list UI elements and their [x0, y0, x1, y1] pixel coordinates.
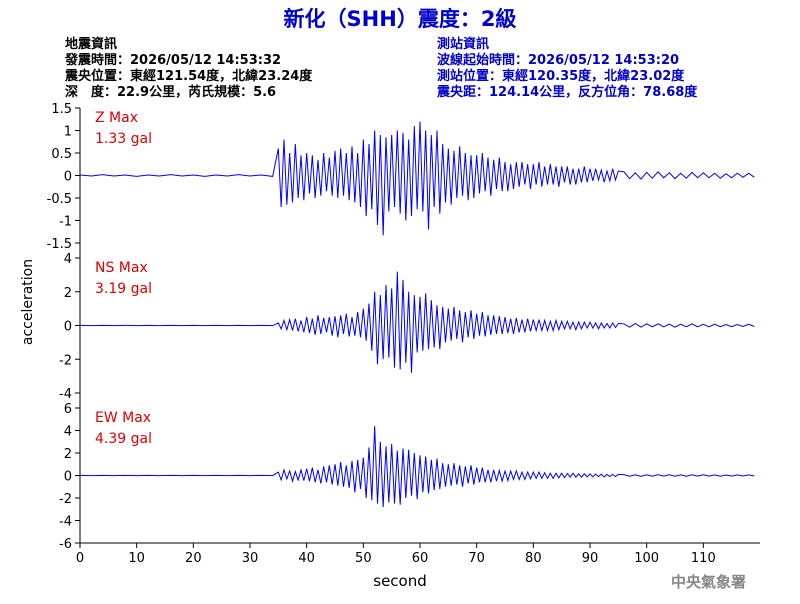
info-left: 發震時間：2026/05/12 14:53:32 — [64, 52, 281, 68]
y-tick-label: -0.5 — [47, 192, 72, 207]
x-tick-label: 20 — [185, 551, 202, 566]
series-max: 1.33 gal — [95, 131, 152, 147]
series-max: 3.19 gal — [95, 281, 152, 297]
waveform — [79, 271, 755, 373]
x-tick-label: 10 — [128, 551, 145, 566]
x-tick-label: 90 — [582, 551, 599, 566]
series-max: 4.39 gal — [95, 431, 152, 447]
y-tick-label: 6 — [64, 402, 72, 417]
info-right: 測站位置：東經120.35度，北緯23.02度 — [437, 68, 685, 84]
y-tick-label: -4 — [59, 387, 72, 402]
y-tick-label: 4 — [64, 252, 72, 267]
x-tick-label: 30 — [242, 551, 259, 566]
x-tick-label: 50 — [355, 551, 372, 566]
info-right: 測站資訊 — [437, 36, 489, 52]
x-tick-label: 0 — [76, 551, 84, 566]
y-tick-label: 1.5 — [51, 102, 72, 117]
footer: 中央氣象署 — [671, 573, 746, 591]
series-name: EW Max — [95, 410, 151, 426]
chart-title: 新化（SHH）震度：2級 — [284, 7, 517, 31]
y-tick-label: 4 — [64, 425, 72, 440]
y-tick-label: 0 — [64, 170, 72, 185]
info-left: 深 度：22.9公里，芮氏規模：5.6 — [65, 84, 276, 100]
x-tick-label: 60 — [412, 551, 429, 566]
y-tick-label: 0 — [64, 470, 72, 485]
y-tick-label: 0 — [64, 320, 72, 335]
x-tick-label: 40 — [298, 551, 315, 566]
series-name: Z Max — [95, 110, 138, 126]
x-axis-label: second — [373, 572, 427, 590]
y-tick-label: 0.5 — [51, 147, 72, 162]
info-right: 震央距：124.14公里，反方位角：78.68度 — [436, 84, 698, 100]
y-tick-label: -2 — [59, 353, 72, 368]
y-axis-label: acceleration — [20, 259, 36, 345]
waveform — [79, 426, 755, 508]
x-tick-label: 100 — [634, 551, 659, 566]
y-tick-label: -6 — [59, 537, 72, 552]
y-tick-label: 2 — [64, 447, 72, 462]
y-tick-label: -4 — [59, 515, 72, 530]
y-tick-label: -1.5 — [47, 237, 72, 252]
y-tick-label: 1 — [64, 125, 72, 140]
info-left: 震央位置：東經121.54度，北緯23.24度 — [64, 68, 313, 84]
x-tick-label: 110 — [691, 551, 716, 566]
info-left: 地震資訊 — [65, 36, 117, 52]
x-tick-label: 80 — [525, 551, 542, 566]
y-tick-label: 2 — [64, 286, 72, 301]
waveform — [79, 121, 755, 236]
y-tick-label: -1 — [59, 215, 72, 230]
y-tick-label: -2 — [59, 492, 72, 507]
x-tick-label: 70 — [468, 551, 485, 566]
info-right: 波線起始時間：2026/05/12 14:53:20 — [437, 52, 679, 68]
series-name: NS Max — [95, 260, 148, 276]
